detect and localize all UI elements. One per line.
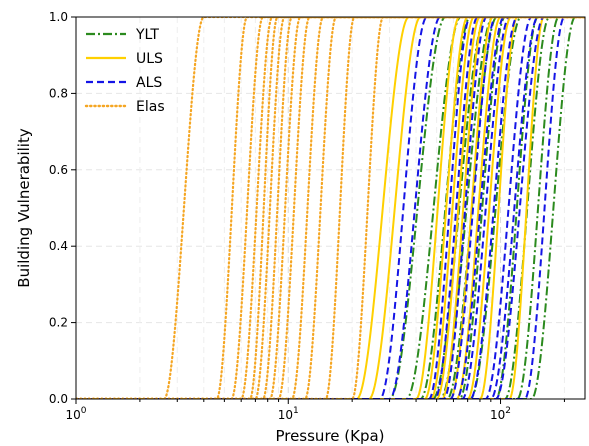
series-curve-uls bbox=[76, 17, 585, 399]
series-curve-elas bbox=[76, 17, 585, 399]
series-curve-elas bbox=[76, 17, 585, 399]
series-curve-ylt bbox=[76, 17, 585, 399]
series-curve-elas bbox=[76, 17, 585, 399]
legend-label-uls: ULS bbox=[136, 51, 163, 67]
series-curve-elas bbox=[76, 17, 585, 399]
series-curve-elas bbox=[76, 17, 585, 399]
series-curve-uls bbox=[76, 17, 585, 399]
x-axis-label: Pressure (Kpa) bbox=[275, 427, 384, 445]
y-tick-label: 0.2 bbox=[49, 316, 68, 330]
series-curve-als bbox=[76, 17, 585, 399]
series-curve-elas bbox=[76, 17, 585, 399]
series-curve-als bbox=[76, 17, 585, 399]
series-curve-als bbox=[76, 17, 585, 399]
series-curve-als bbox=[76, 17, 585, 399]
series-curve-als bbox=[76, 17, 585, 399]
series-curve-ylt bbox=[76, 17, 585, 399]
series-curve-als bbox=[76, 17, 585, 399]
series-curve-ylt bbox=[76, 17, 585, 399]
series-curve-uls bbox=[76, 17, 585, 399]
series-curve-uls bbox=[76, 17, 585, 399]
legend-label-als: ALS bbox=[136, 75, 162, 91]
series-curve-ylt bbox=[76, 17, 585, 399]
series-curve-ylt bbox=[76, 17, 585, 399]
series-curve-elas bbox=[76, 17, 585, 399]
legend: YLT ULS ALS Elas bbox=[84, 27, 165, 115]
series-curve-als bbox=[76, 17, 585, 399]
x-tick-label: 100 bbox=[65, 406, 86, 422]
series-curve-elas bbox=[76, 17, 585, 399]
y-tick-label: 0.0 bbox=[49, 392, 68, 406]
series-curve-uls bbox=[76, 17, 585, 399]
series-curve-elas bbox=[76, 17, 585, 399]
series-curve-uls bbox=[76, 17, 585, 399]
curves bbox=[76, 17, 585, 399]
y-tick-label: 0.6 bbox=[49, 163, 68, 177]
series-curve-als bbox=[76, 17, 585, 399]
y-tick-label: 0.8 bbox=[49, 86, 68, 100]
legend-label-ylt: YLT bbox=[135, 27, 159, 43]
grid bbox=[75, 16, 585, 400]
series-curve-elas bbox=[76, 17, 585, 399]
series-curve-ylt bbox=[76, 17, 585, 399]
y-axis-label: Building Vulnerability bbox=[15, 128, 33, 288]
ticks: 0.0 0.2 0.4 0.6 0.8 1.0 100 101 102 bbox=[49, 10, 565, 422]
y-tick-label: 0.4 bbox=[49, 239, 68, 253]
series-curve-uls bbox=[76, 17, 585, 399]
x-tick-label: 102 bbox=[490, 406, 511, 422]
series-curve-als bbox=[76, 17, 585, 399]
series-curve-uls bbox=[76, 17, 585, 399]
plot-frame bbox=[75, 16, 586, 400]
x-tick-label: 101 bbox=[278, 406, 299, 422]
series-curve-uls bbox=[76, 17, 585, 399]
series-curve-elas bbox=[76, 17, 585, 399]
series-curve-elas bbox=[76, 17, 585, 399]
legend-label-elas: Elas bbox=[136, 99, 165, 115]
series-curve-elas bbox=[76, 17, 585, 399]
series-curve-als bbox=[76, 17, 585, 399]
series-curve-uls bbox=[76, 17, 585, 399]
series-curve-ylt bbox=[76, 17, 585, 399]
series-curve-als bbox=[76, 17, 585, 399]
series-curve-als bbox=[76, 17, 585, 399]
y-tick-label: 1.0 bbox=[49, 10, 68, 24]
